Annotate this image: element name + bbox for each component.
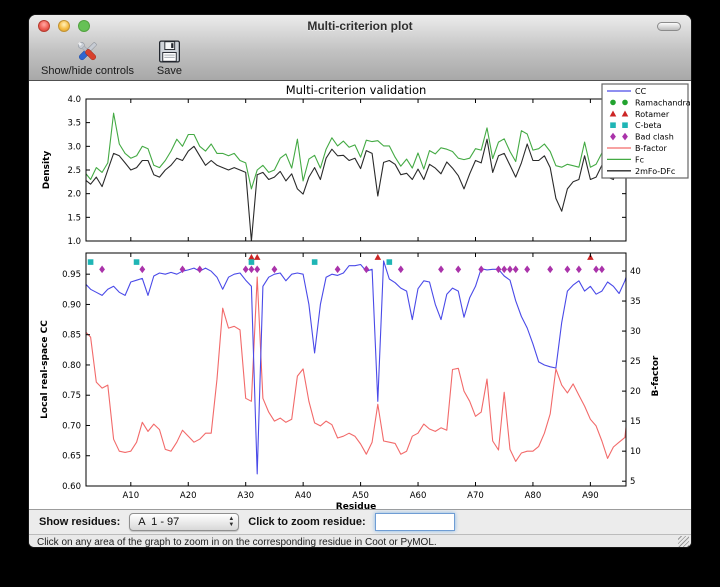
svg-text:25: 25 [630, 357, 641, 367]
residue-range-select[interactable]: A 1 - 97 ▲ ▼ [129, 513, 240, 531]
svg-text:3.0: 3.0 [67, 142, 81, 152]
svg-text:Local real-space CC: Local real-space CC [40, 320, 50, 419]
stepper-icon: ▲ ▼ [228, 516, 235, 528]
svg-text:CC: CC [635, 87, 647, 96]
validation-plot[interactable]: A10 A20 A30 A40 A50 A60 A70 A80 A90 4.0 3.5 3.0 2.5 2… [29, 81, 691, 512]
zoom-residue-label: Click to zoom residue: [248, 516, 366, 528]
svg-text:2mFo-DFc: 2mFo-DFc [635, 167, 675, 176]
svg-text:Density: Density [42, 151, 52, 190]
close-button[interactable] [38, 20, 50, 32]
svg-text:Fc: Fc [635, 155, 644, 164]
svg-text:C-beta: C-beta [635, 121, 662, 130]
svg-text:B-factor: B-factor [635, 144, 668, 153]
svg-text:Residue: Residue [336, 502, 376, 509]
svg-text:0.85: 0.85 [62, 331, 81, 341]
svg-text:A10: A10 [122, 491, 139, 501]
zoom-residue-input[interactable] [374, 513, 455, 531]
svg-text:A30: A30 [237, 491, 254, 501]
save-label: Save [156, 65, 182, 77]
save-icon [158, 40, 180, 63]
svg-text:0.70: 0.70 [62, 421, 81, 431]
svg-text:A80: A80 [525, 491, 542, 501]
save-button[interactable]: Save [156, 38, 183, 77]
svg-text:2.5: 2.5 [67, 166, 81, 176]
svg-text:0.75: 0.75 [62, 391, 81, 401]
svg-text:0.80: 0.80 [62, 361, 81, 371]
controls-bar: Show residues: A 1 - 97 ▲ ▼ Click to zoom… [29, 509, 691, 534]
svg-text:10: 10 [630, 447, 641, 457]
svg-text:0.65: 0.65 [62, 452, 81, 462]
plot-canvas[interactable]: A10 A20 A30 A40 A50 A60 A70 A80 A90 4.0 3.5 3.0 2.5 2… [29, 81, 691, 512]
show-residues-label: Show residues: [39, 516, 121, 528]
svg-text:A40: A40 [295, 491, 312, 501]
titlebar[interactable]: Multi-criterion plot [29, 15, 691, 37]
svg-text:B-factor: B-factor [651, 355, 661, 396]
svg-text:40: 40 [630, 267, 641, 277]
svg-text:Bad clash: Bad clash [635, 133, 674, 142]
tools-icon [77, 41, 97, 61]
svg-text:Rotamer: Rotamer [635, 110, 670, 119]
svg-text:A60: A60 [410, 491, 427, 501]
svg-text:A20: A20 [180, 491, 197, 501]
svg-text:A50: A50 [352, 491, 369, 501]
toolbar-toggle-button[interactable] [657, 22, 681, 31]
residue-range-value: A 1 - 97 [138, 516, 180, 528]
svg-text:A90: A90 [582, 491, 599, 501]
svg-text:15: 15 [630, 417, 641, 427]
show-hide-controls-label: Show/hide controls [41, 65, 134, 77]
svg-text:30: 30 [630, 327, 641, 337]
svg-text:0.95: 0.95 [62, 270, 81, 280]
svg-text:A70: A70 [467, 491, 484, 501]
svg-text:1.5: 1.5 [67, 213, 81, 223]
toolbar: Show/hide controls Save [29, 37, 691, 77]
svg-text:Ramachandran: Ramachandran [635, 98, 691, 107]
window-title: Multi-criterion plot [307, 19, 413, 33]
svg-text:0.60: 0.60 [62, 482, 81, 492]
svg-text:35: 35 [630, 297, 641, 307]
status-bar: Click on any area of the graph to zoom i… [29, 534, 691, 548]
app-window: Multi-criterion plot Show/hi [28, 14, 692, 548]
svg-text:Multi-criterion validation: Multi-criterion validation [286, 83, 427, 97]
status-text: Click on any area of the graph to zoom i… [37, 536, 437, 548]
svg-text:5: 5 [630, 477, 635, 487]
svg-text:20: 20 [630, 387, 641, 397]
resize-grip[interactable] [678, 536, 689, 547]
svg-text:0.90: 0.90 [62, 300, 81, 310]
window-header: Multi-criterion plot Show/hi [29, 15, 691, 81]
svg-text:1.0: 1.0 [67, 237, 81, 247]
show-hide-controls-button[interactable]: Show/hide controls [41, 38, 134, 77]
svg-text:2.0: 2.0 [67, 190, 81, 200]
zoom-button[interactable] [78, 20, 90, 32]
svg-text:3.5: 3.5 [67, 119, 81, 129]
minimize-button[interactable] [58, 20, 70, 32]
svg-text:4.0: 4.0 [67, 95, 81, 105]
